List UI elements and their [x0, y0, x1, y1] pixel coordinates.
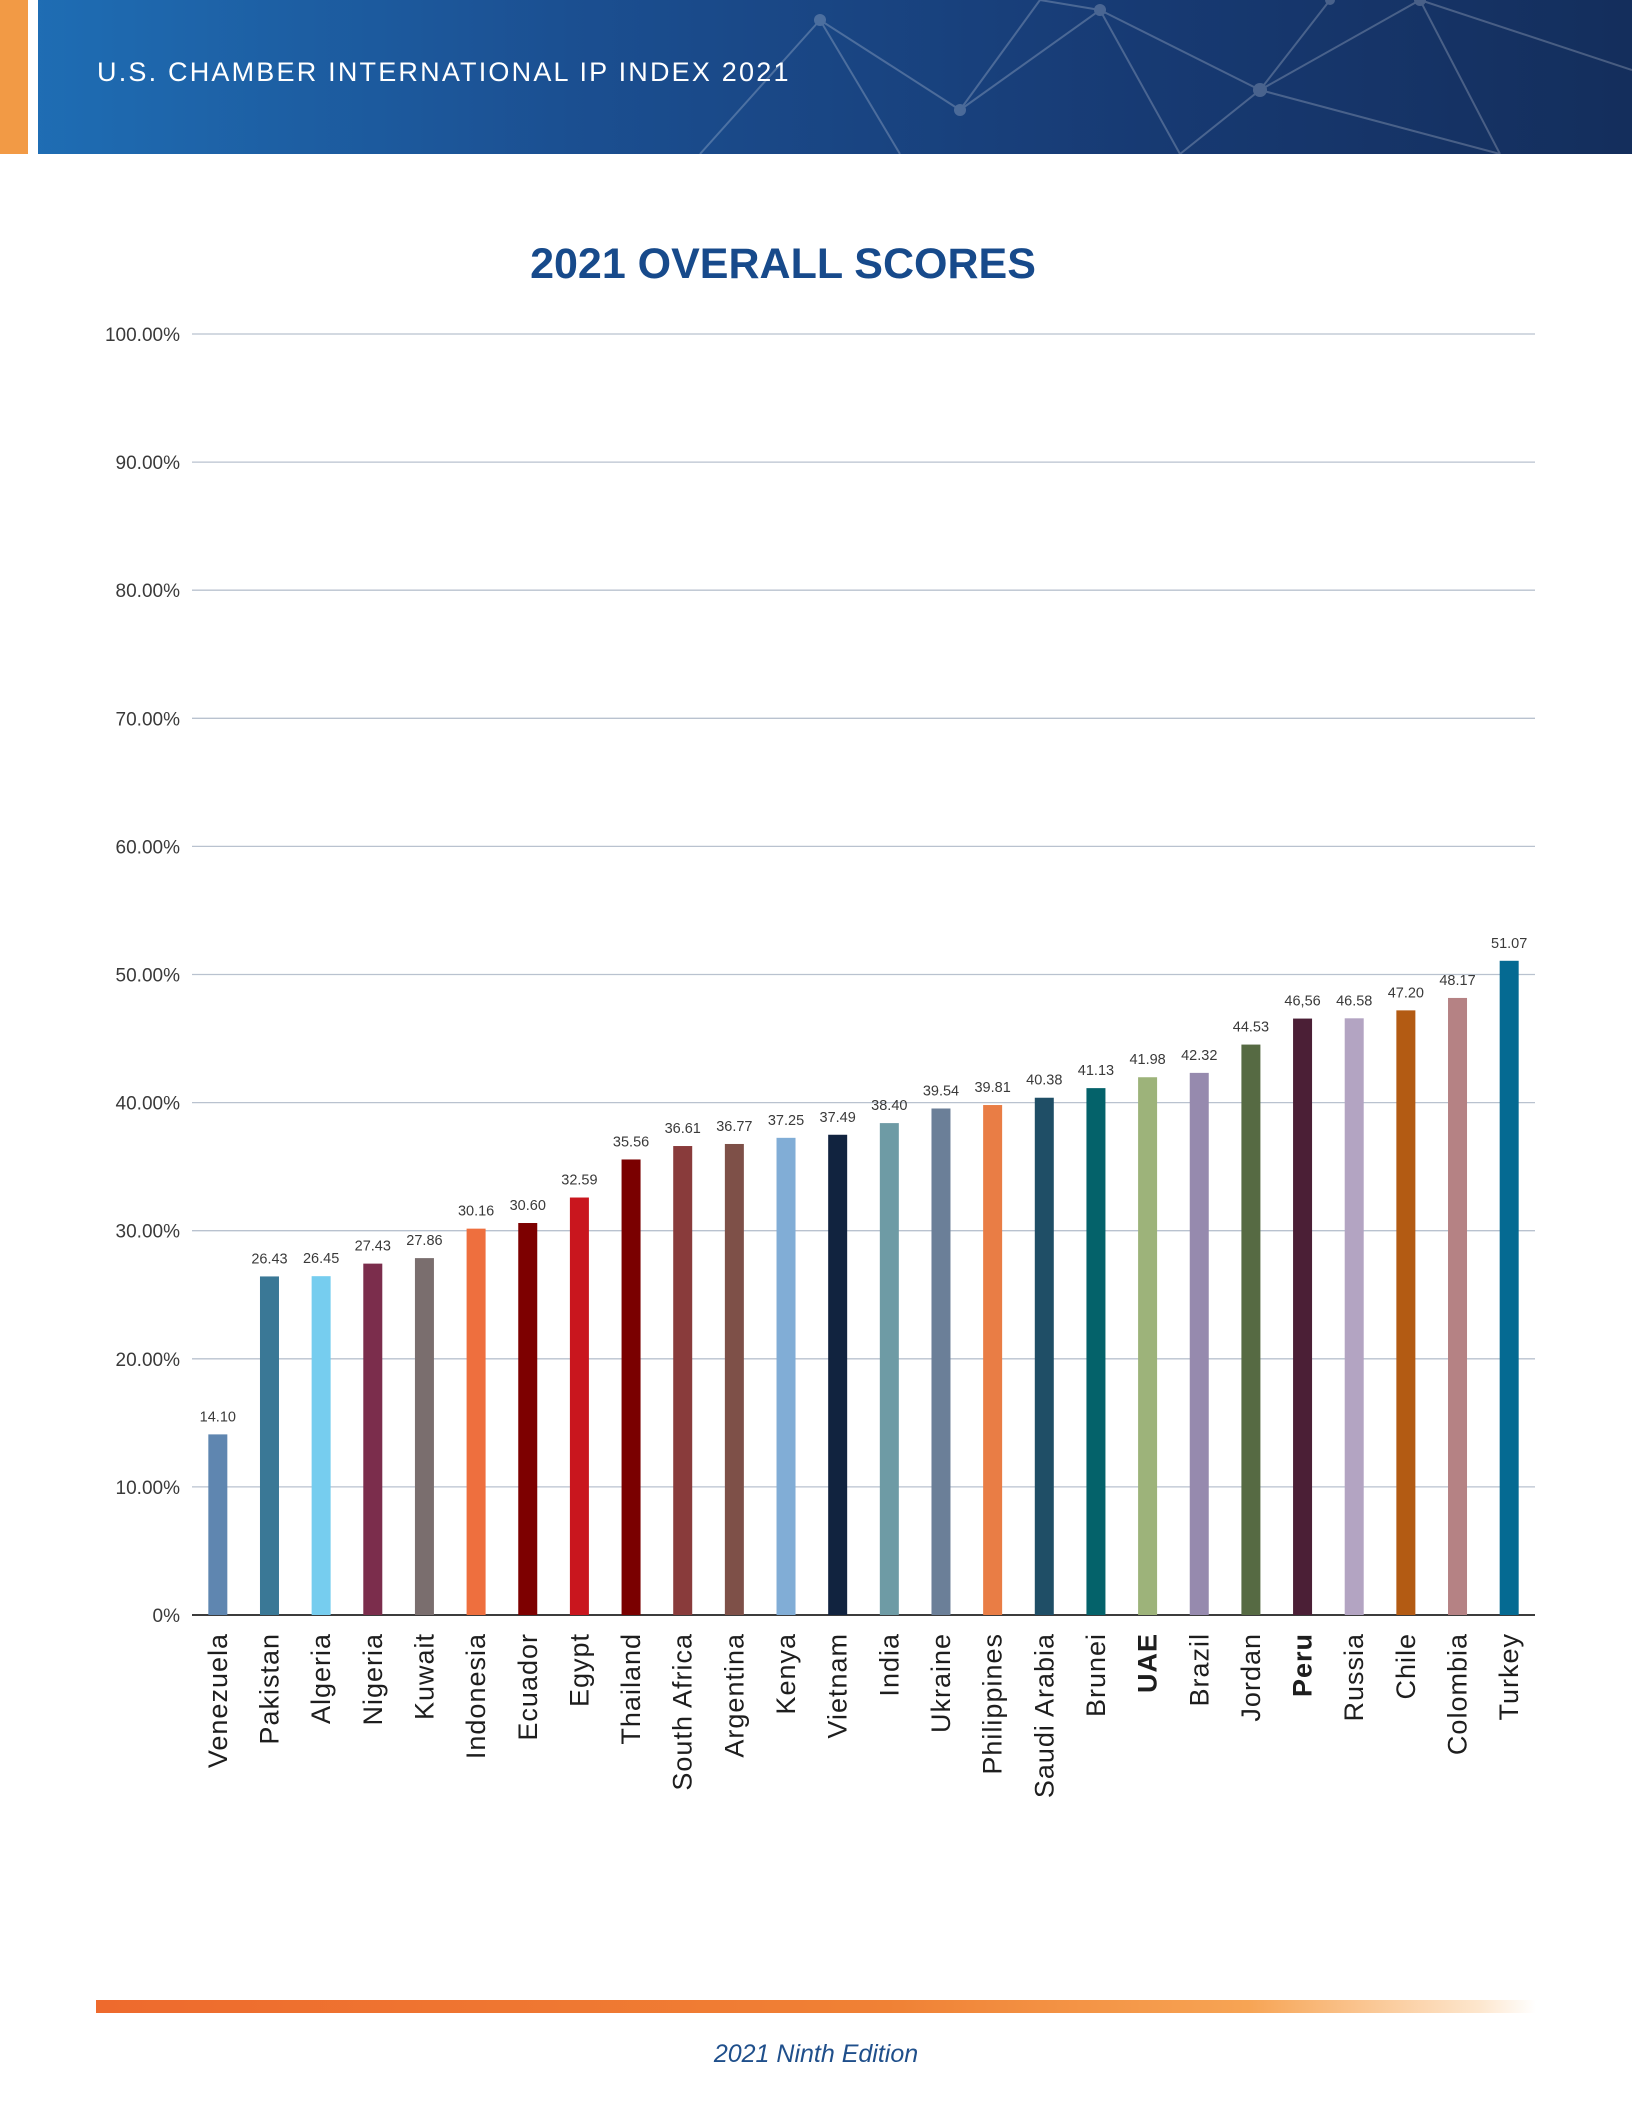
x-tick-label: Nigeria [358, 1633, 388, 1726]
x-tick-label: Venezuela [203, 1633, 233, 1768]
data-label: 37.49 [820, 1110, 856, 1126]
bar [208, 1434, 228, 1615]
x-tick-label: Russia [1339, 1633, 1369, 1722]
y-tick-label: 30.00% [116, 1222, 181, 1243]
x-tick-label: Turkey [1494, 1633, 1524, 1721]
data-label: 38.40 [871, 1098, 907, 1114]
data-label: 44.53 [1233, 1020, 1269, 1036]
data-label: 48.17 [1439, 973, 1475, 989]
x-tick-label: Jordan [1236, 1633, 1266, 1722]
data-label: 41.13 [1078, 1063, 1114, 1079]
x-tick-label: Algeria [306, 1633, 336, 1724]
x-tick-label: Egypt [564, 1633, 594, 1707]
header-accent-bar [0, 0, 28, 154]
header-divider [28, 0, 38, 154]
y-tick-label: 60.00% [116, 837, 181, 858]
data-label: 27.86 [406, 1233, 442, 1249]
bar-chart: 0% 10.00% 20.00% 30.00% 40.00% 50.00% 60.00% 70… [105, 325, 1535, 1798]
chart-title: 2021 OVERALL SCORES [530, 240, 1036, 288]
data-label: 39.81 [974, 1080, 1010, 1096]
bar [414, 1258, 434, 1615]
bar [518, 1223, 538, 1615]
x-tick-label: Thailand [616, 1633, 646, 1745]
y-tick-label: 10.00% [116, 1478, 181, 1499]
bar [1189, 1072, 1209, 1615]
bar [673, 1146, 693, 1615]
data-label: 41.98 [1129, 1052, 1165, 1068]
x-tick-label: Peru [1288, 1633, 1318, 1697]
x-tick-label: Saudi Arabia [1029, 1633, 1059, 1798]
x-tick-label: Philippines [978, 1633, 1008, 1775]
bar [1293, 1018, 1313, 1615]
data-label: 36.61 [665, 1121, 701, 1137]
bar [259, 1276, 279, 1615]
footer-rule [96, 2000, 1536, 2013]
data-label: 51.07 [1491, 936, 1527, 952]
x-tick-label: Pakistan [254, 1633, 284, 1745]
bar [569, 1197, 589, 1615]
bar [1086, 1088, 1106, 1615]
data-label: 47.20 [1388, 985, 1424, 1001]
data-label: 30.60 [510, 1198, 546, 1214]
x-tick-label: Vietnam [823, 1633, 853, 1739]
bar [983, 1105, 1003, 1615]
x-tick-label: Brazil [1184, 1633, 1214, 1707]
bar [1241, 1044, 1261, 1615]
y-tick-label: 40.00% [116, 1094, 181, 1115]
data-label: 42.32 [1181, 1048, 1217, 1064]
x-tick-label: Argentina [719, 1633, 749, 1758]
bar [621, 1159, 641, 1615]
x-tick-label: Indonesia [461, 1633, 491, 1759]
bar [466, 1228, 486, 1615]
x-tick-label: UAE [1133, 1633, 1163, 1693]
data-label: 26.45 [303, 1251, 339, 1267]
bar [1344, 1018, 1364, 1615]
bar [1138, 1077, 1158, 1615]
y-tick-label: 0% [153, 1606, 181, 1627]
bar [776, 1137, 796, 1615]
x-tick-label: India [874, 1633, 904, 1697]
bar [1396, 1010, 1416, 1615]
data-label: 39.54 [923, 1083, 959, 1099]
y-tick-label: 20.00% [116, 1350, 181, 1371]
y-tick-label: 100.00% [105, 325, 180, 346]
x-tick-label: South Africa [668, 1633, 698, 1791]
header-title: U.S. CHAMBER INTERNATIONAL IP INDEX 2021 [97, 57, 791, 87]
data-label: 37.25 [768, 1113, 804, 1129]
data-label: 26.43 [251, 1251, 287, 1267]
data-label: 40.38 [1026, 1073, 1062, 1089]
data-label: 36.77 [716, 1119, 752, 1135]
bar [1034, 1097, 1054, 1615]
network-pattern-graphic [699, 0, 1632, 154]
data-label: 30.16 [458, 1204, 494, 1220]
bar [363, 1263, 383, 1615]
y-tick-label: 80.00% [116, 581, 181, 602]
bar [931, 1108, 951, 1615]
bar [879, 1123, 899, 1615]
bar [724, 1143, 744, 1615]
bar [1448, 997, 1468, 1615]
footer-edition: 2021 Ninth Edition [713, 2040, 919, 2068]
data-label: 32.59 [561, 1173, 597, 1189]
x-tick-label: Ecuador [513, 1633, 543, 1741]
data-label: 14.10 [200, 1409, 236, 1425]
bar [311, 1276, 331, 1615]
data-label: 27.43 [355, 1239, 391, 1255]
x-tick-label: Kuwait [409, 1633, 439, 1720]
x-tick-label: Chile [1391, 1633, 1421, 1700]
y-tick-label: 50.00% [116, 966, 181, 987]
y-tick-label: 90.00% [116, 453, 181, 474]
x-tick-label: Colombia [1443, 1633, 1473, 1755]
page-header: U.S. CHAMBER INTERNATIONAL IP INDEX 2021 [0, 0, 1632, 154]
y-tick-label: 70.00% [116, 709, 181, 730]
x-tick-label: Ukraine [926, 1633, 956, 1733]
x-tick-label: Brunei [1081, 1633, 1111, 1717]
data-label: 35.56 [613, 1134, 649, 1150]
data-label: 46,56 [1284, 994, 1320, 1010]
x-tick-label: Kenya [771, 1633, 801, 1715]
bar [1499, 960, 1519, 1615]
data-label: 46.58 [1336, 993, 1372, 1009]
bar [828, 1134, 848, 1615]
